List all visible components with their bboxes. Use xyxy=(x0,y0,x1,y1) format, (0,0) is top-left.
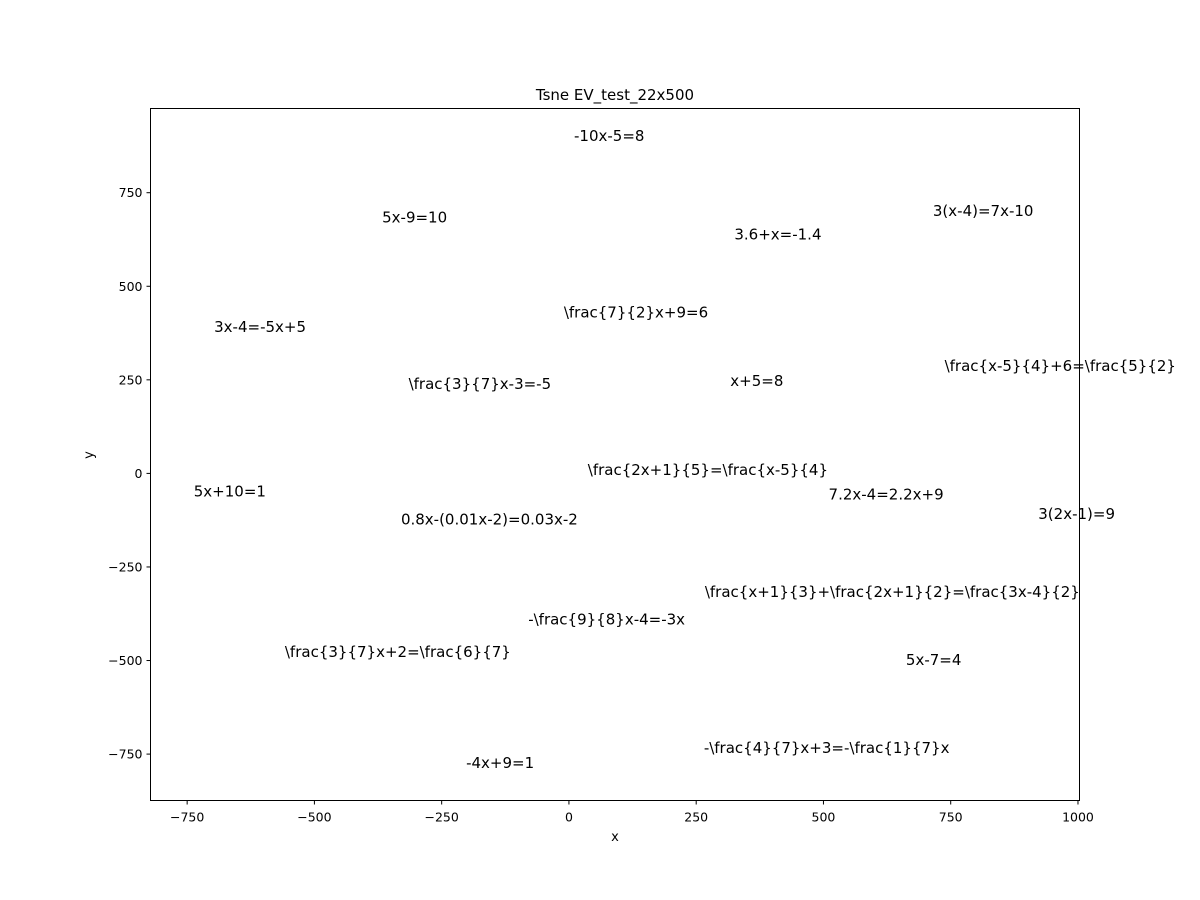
point-label: x+5=8 xyxy=(730,372,783,390)
y-tick-label: 750 xyxy=(119,185,143,200)
chart-title: Tsne EV_test_22x500 xyxy=(535,86,694,105)
point-label: 3(x-4)=7x-10 xyxy=(933,202,1034,220)
y-tick-label: 500 xyxy=(119,279,143,294)
point-label: \frac{3}{7}x-3=-5 xyxy=(409,375,552,393)
y-tick-label: −250 xyxy=(108,559,142,574)
point-label: \frac{x-5}{4}+6=\frac{5}{2} xyxy=(945,357,1176,375)
y-axis-label: y xyxy=(82,451,97,459)
y-tick-label: 0 xyxy=(135,466,143,481)
point-labels: -10x-5=8 5x-9=10 3(x-4)=7x-10 3.6+x=-1.4 \fr… xyxy=(194,127,1176,772)
x-tick-label: 500 xyxy=(812,810,836,825)
x-tick-label: 1000 xyxy=(1062,810,1094,825)
point-label: 3.6+x=-1.4 xyxy=(734,225,821,243)
point-label: \frac{7}{2}x+9=6 xyxy=(564,304,708,322)
y-axis: −750 −500 −250 0 250 500 750 xyxy=(108,185,151,762)
point-label: -\frac{4}{7}x+3=-\frac{1}{7}x xyxy=(704,739,950,757)
point-label: 5x-7=4 xyxy=(906,651,962,669)
point-label: \frac{x+1}{3}+\frac{2x+1}{2}=\frac{3x-4}… xyxy=(705,583,1080,601)
point-label: 3(2x-1)=9 xyxy=(1038,505,1115,523)
point-label: 3x-4=-5x+5 xyxy=(214,318,306,336)
x-axis-label: x xyxy=(611,830,619,845)
point-label: -4x+9=1 xyxy=(466,754,534,772)
x-tick-label: 750 xyxy=(939,810,963,825)
point-label: -10x-5=8 xyxy=(574,127,644,145)
x-tick-label: −500 xyxy=(297,810,331,825)
point-label: \frac{3}{7}x+2=\frac{6}{7} xyxy=(285,643,511,661)
point-label: 5x+10=1 xyxy=(194,483,266,501)
point-label: -\frac{9}{8}x-4=-3x xyxy=(528,611,685,629)
x-tick-label: 0 xyxy=(565,810,573,825)
y-tick-label: 250 xyxy=(119,372,143,387)
y-tick-label: −500 xyxy=(108,653,142,668)
point-label: 7.2x-4=2.2x+9 xyxy=(829,486,944,504)
point-label: 5x-9=10 xyxy=(382,209,447,227)
x-axis: −750 −500 −250 0 250 500 750 1000 xyxy=(170,800,1094,825)
y-tick-label: −750 xyxy=(108,747,142,762)
point-label: 0.8x-(0.01x-2)=0.03x-2 xyxy=(401,511,578,529)
x-tick-label: 250 xyxy=(684,810,708,825)
point-label: \frac{2x+1}{5}=\frac{x-5}{4} xyxy=(588,461,828,479)
x-tick-label: −250 xyxy=(424,810,458,825)
x-tick-label: −750 xyxy=(170,810,204,825)
plot-frame xyxy=(150,108,1080,801)
